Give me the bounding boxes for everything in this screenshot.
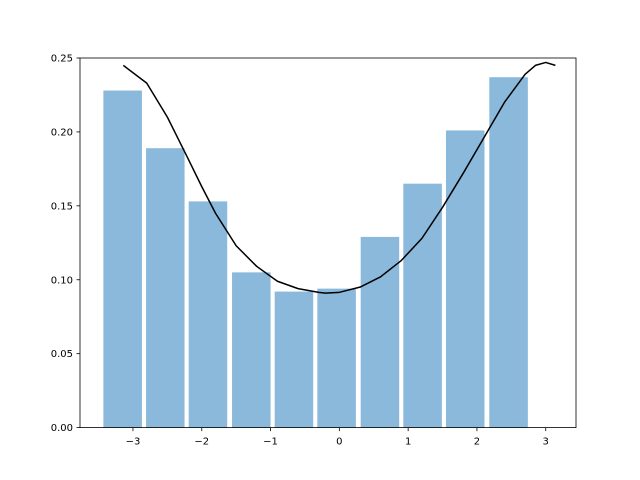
x-tick-label: −2 (194, 437, 209, 448)
x-tick-label: 2 (474, 437, 480, 448)
y-tick-label: 0.15 (51, 201, 73, 212)
y-tick-label: 0.20 (51, 127, 73, 138)
x-axis: −3 −2 −1 0 1 2 3 (126, 427, 549, 448)
x-tick-label: −1 (263, 437, 278, 448)
histogram-bar (188, 201, 228, 428)
x-tick-label: 1 (405, 437, 411, 448)
x-tick-label: 3 (543, 437, 549, 448)
histogram-bar (403, 183, 442, 428)
histogram-bar (146, 148, 185, 428)
histogram-bar (360, 236, 400, 428)
histogram-bar (317, 288, 356, 428)
bars-layer (103, 77, 528, 428)
y-tick-label: 0.05 (51, 349, 73, 360)
y-tick-label: 0.00 (51, 423, 73, 434)
histogram-bar (445, 130, 485, 428)
y-tick-label: 0.10 (51, 275, 73, 286)
density-curve (122, 61, 556, 294)
x-tick-label: −3 (126, 437, 141, 448)
curve-layer (122, 61, 556, 294)
histogram-bar (274, 291, 314, 428)
histogram-bar (489, 77, 528, 428)
plot-frame (79, 57, 577, 429)
y-axis: 0.00 0.05 0.10 0.15 0.20 0.25 (51, 54, 80, 434)
histogram-bar (103, 90, 142, 428)
x-tick-label: 0 (336, 437, 342, 448)
y-tick-label: 0.25 (51, 54, 73, 65)
histogram-bar (232, 272, 271, 428)
